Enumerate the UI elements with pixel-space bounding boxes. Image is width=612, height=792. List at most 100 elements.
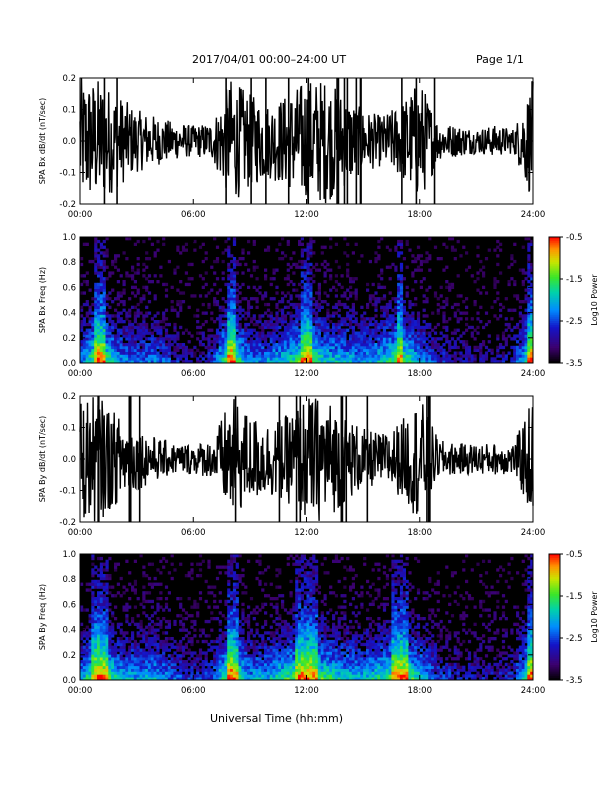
spectrogram-cell: [255, 297, 259, 301]
spectrogram-cell: [272, 651, 276, 655]
spectrogram-cell: [167, 360, 171, 364]
spectrogram-cell: [278, 337, 282, 341]
spectrogram-cell: [221, 671, 225, 675]
spectrogram-cell: [102, 602, 106, 606]
spectrogram-cell: [159, 357, 163, 361]
spectrogram-cell: [414, 257, 418, 261]
spectrogram-cell: [261, 602, 265, 606]
spectrogram-cell: [94, 305, 98, 309]
spectrogram-cell: [272, 671, 276, 675]
spectrogram-cell: [131, 268, 135, 272]
spectrogram-cell: [281, 340, 285, 344]
spectrogram-cell: [442, 334, 446, 338]
spectrogram-cell: [249, 337, 254, 341]
spectrogram-cell: [184, 668, 188, 672]
spectrogram-cell: [164, 619, 169, 624]
spectrogram-cell: [269, 662, 273, 667]
spectrogram-cell: [114, 357, 118, 361]
spectrogram-cell: [349, 334, 353, 338]
spectrogram-cell: [264, 611, 268, 615]
spectrogram-cell: [337, 354, 341, 358]
spectrogram-cell: [266, 645, 271, 649]
spectrogram-cell: [312, 239, 316, 244]
spectrogram-cell: [266, 677, 271, 681]
spectrogram-cell: [105, 645, 109, 649]
spectrogram-cell: [357, 340, 361, 344]
spectrogram-cell: [119, 274, 123, 278]
spectrogram-cell: [156, 642, 160, 647]
spectrogram-cell: [317, 302, 321, 307]
spectrogram-cell: [230, 559, 234, 563]
spectrogram-cell: [150, 360, 154, 364]
spectrogram-cell: [317, 268, 321, 272]
spectrogram-cell: [252, 654, 256, 658]
spectrogram-cell: [309, 348, 313, 352]
spectrogram-cell: [476, 345, 480, 350]
spectrogram-cell: [218, 642, 222, 647]
spectrogram-cell: [170, 300, 174, 304]
spectrogram-cell: [317, 325, 321, 330]
spectrogram-cell: [116, 294, 120, 298]
spectrogram-cell: [91, 340, 95, 344]
spectrogram-cell: [114, 617, 118, 621]
spectrogram-cell: [337, 337, 341, 341]
spectrogram-cell: [99, 651, 103, 655]
spectrogram-cell: [122, 605, 126, 609]
spectrogram-cell: [289, 591, 293, 595]
spectrogram-cell: [116, 357, 120, 361]
spectrogram-cell: [88, 614, 92, 618]
spectrogram-cell: [238, 354, 242, 358]
spectrogram-cell: [241, 282, 245, 287]
spectrogram-cell: [309, 314, 313, 318]
spectrogram-cell: [414, 280, 418, 284]
x-tick-label: 00:00: [68, 528, 93, 538]
spectrogram-cell: [450, 345, 455, 350]
colorbar-segment: [549, 302, 560, 305]
spectrogram-cell: [303, 291, 307, 295]
spectrogram-cell: [315, 325, 319, 330]
spectrogram-cell: [385, 360, 389, 364]
spectrogram-cell: [530, 334, 534, 338]
spectrogram-cell: [303, 271, 307, 275]
spectrogram-cell: [425, 343, 429, 347]
spectrogram-cell: [402, 305, 406, 309]
spectrogram-cell: [176, 311, 180, 315]
spectrogram-cell: [391, 354, 395, 358]
spectrogram-cell: [116, 351, 120, 355]
spectrogram-cell: [173, 645, 177, 649]
spectrogram-cell: [139, 340, 143, 344]
spectrogram-cell: [402, 308, 406, 312]
spectrogram-cell: [238, 554, 242, 558]
spectrogram-cell: [173, 348, 177, 352]
spectrogram-cell: [94, 242, 98, 246]
spectrogram-cell: [142, 651, 146, 655]
spectrogram-cell: [303, 302, 307, 307]
spectrogram-cell: [315, 351, 319, 355]
spectrogram-cell: [224, 651, 228, 655]
spectrogram-cell: [252, 677, 256, 681]
spectrogram-cell: [88, 322, 92, 327]
spectrogram-cell: [159, 320, 163, 324]
spectrogram-cell: [125, 237, 129, 241]
spectrogram-cell: [105, 637, 109, 641]
spectrogram-cell: [264, 639, 268, 644]
spectrogram-cell: [448, 360, 452, 364]
spectrogram-cell: [204, 654, 208, 658]
spectrogram-cell: [521, 360, 525, 364]
spectrogram-cell: [292, 348, 296, 352]
spectrogram-cell: [306, 345, 310, 350]
spectrogram-cell: [300, 317, 304, 321]
spectrogram-cell: [416, 311, 421, 315]
spectrogram-cell: [193, 677, 197, 681]
spectrogram-cell: [289, 337, 293, 341]
spectrogram-cell: [232, 660, 237, 664]
spectrogram-cell: [269, 668, 273, 672]
spectrogram-cell: [147, 300, 152, 304]
spectrogram-cell: [402, 257, 406, 261]
spectrogram-cell: [162, 617, 166, 621]
spectrogram-cell: [303, 348, 307, 352]
spectrogram-cell: [215, 245, 220, 249]
spectrogram-cell: [176, 331, 180, 335]
spectrogram-cell: [108, 651, 112, 655]
spectrogram-cell: [405, 239, 409, 244]
